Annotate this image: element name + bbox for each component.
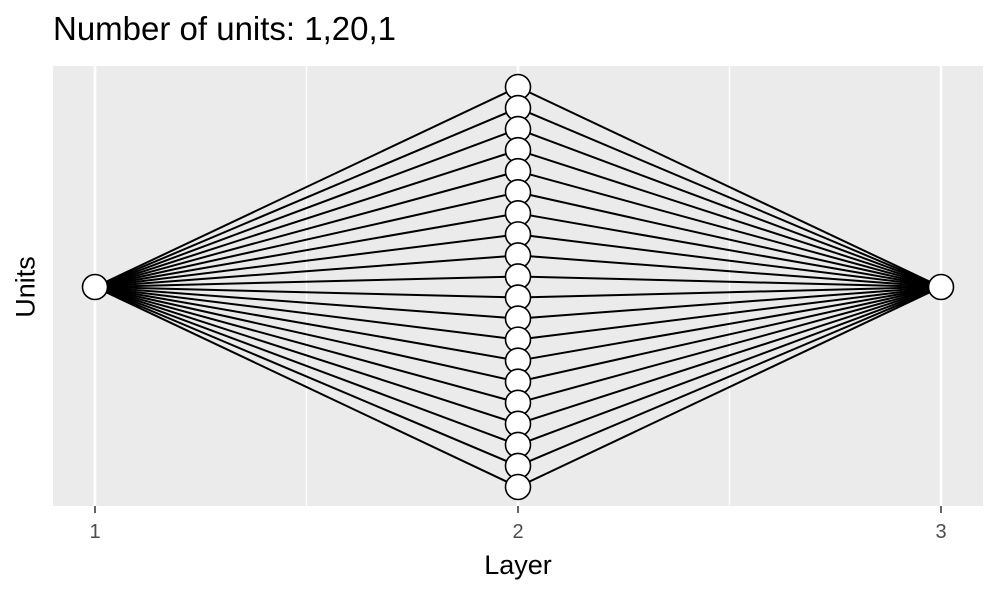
edge xyxy=(517,286,942,425)
edge xyxy=(94,212,519,288)
x-tick-label: 2 xyxy=(512,521,523,543)
edge xyxy=(94,286,519,362)
edge xyxy=(94,233,519,288)
edge xyxy=(94,286,519,299)
edge xyxy=(94,286,519,425)
edge xyxy=(94,107,519,288)
unit-node-layer1-1 xyxy=(81,273,109,301)
edge xyxy=(94,286,519,467)
edge xyxy=(94,286,519,488)
edge xyxy=(517,286,942,467)
edge xyxy=(94,286,519,341)
edge xyxy=(94,170,519,288)
edge xyxy=(517,286,942,383)
x-tick-label: 3 xyxy=(935,521,946,543)
edge xyxy=(517,286,942,488)
edge xyxy=(517,212,942,288)
edges xyxy=(94,86,942,488)
edge xyxy=(517,286,942,320)
edge xyxy=(94,86,519,288)
edge xyxy=(94,286,519,446)
unit-node-layer2-20 xyxy=(504,473,532,501)
edge xyxy=(517,86,942,288)
edge xyxy=(517,286,942,404)
edge xyxy=(517,128,942,288)
edge xyxy=(94,286,519,404)
edge xyxy=(517,170,942,288)
edge xyxy=(94,286,519,320)
edge xyxy=(94,286,519,383)
edge xyxy=(94,254,519,288)
edge xyxy=(517,107,942,288)
edge xyxy=(517,286,942,299)
edge xyxy=(517,191,942,288)
edge xyxy=(517,286,942,341)
edge xyxy=(517,286,942,446)
x-tick-label: 1 xyxy=(89,521,100,543)
edge xyxy=(94,275,519,288)
x-axis-ticks: 1 2 3 xyxy=(89,506,947,543)
edge xyxy=(517,149,942,288)
chart-title: Number of units: 1,20,1 xyxy=(53,10,397,47)
edge xyxy=(517,233,942,288)
edge xyxy=(517,254,942,288)
edge xyxy=(94,191,519,288)
x-axis-label: Layer xyxy=(484,550,552,580)
edge xyxy=(517,275,942,288)
nodes xyxy=(81,73,955,501)
unit-node-layer3-1 xyxy=(927,273,955,301)
edge xyxy=(94,128,519,288)
edge xyxy=(517,286,942,362)
edge xyxy=(94,149,519,288)
